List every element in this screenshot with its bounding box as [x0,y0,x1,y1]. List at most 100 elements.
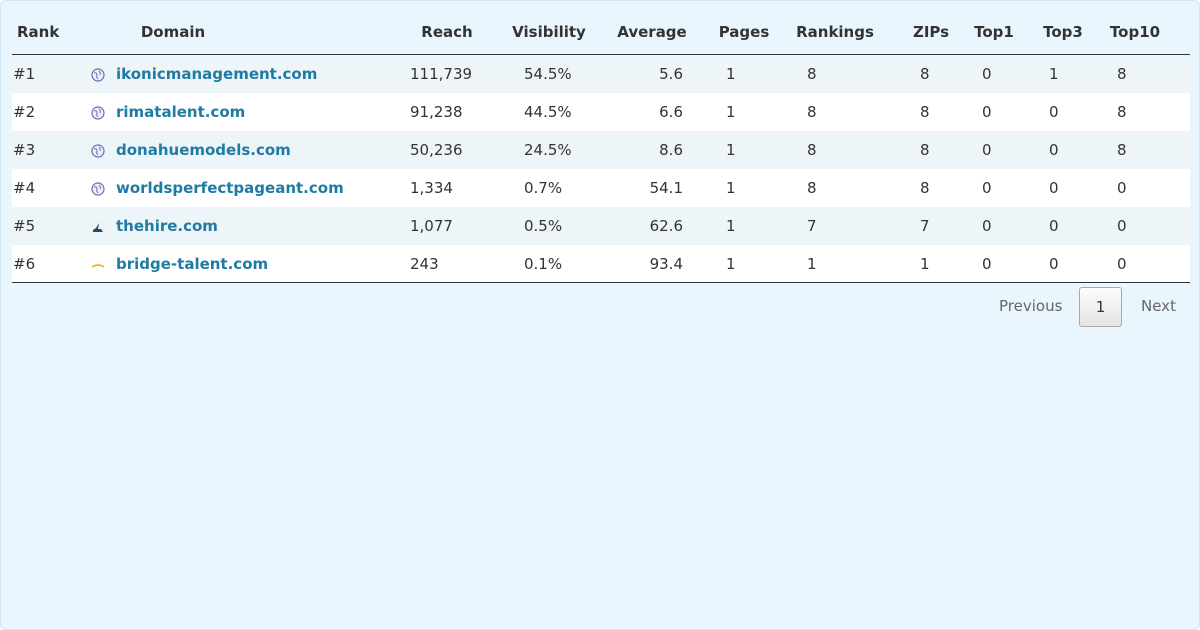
site-icon [91,143,105,162]
table-cell: 24.5% [524,141,572,159]
table-cell: 7 [920,217,930,235]
table-cell: 0 [1049,255,1059,273]
domain-cell: rimatalent.com [116,93,245,131]
table-cell: 8 [1117,141,1127,159]
next-button[interactable]: Next [1141,297,1176,315]
table-row: #2 rimatalent.com 91,238 44.5% 6.6 1 8 8 0 0 8 [12,93,1190,131]
table-row: #4 worldsperfectpageant.com 1,334 0.7% 54.1 1… [12,169,1190,207]
table-cell: 8 [807,65,817,83]
table-cell: 0 [982,179,992,197]
table-cell: 1 [1049,65,1059,83]
table-cell: 1 [726,217,736,235]
table-cell: #4 [13,179,36,197]
column-header: Top10 [1109,23,1161,41]
column-header: Visibility [512,23,586,41]
table-cell: 8 [807,141,817,159]
column-header: Reach [421,23,473,41]
domain-link[interactable]: worldsperfectpageant.com [116,179,344,197]
table-row: #3 donahuemodels.com 50,236 24.5% 8.6 1 8 8 0 0 8 [12,131,1190,169]
site-icon [91,67,105,86]
table-cell: 243 [410,255,439,273]
site-icon [91,181,105,200]
table-row: #5 thehire.com 1,077 0.5% 62.6 1 7 7 0 0 0 [12,207,1190,245]
column-header: Average [617,23,687,41]
table-cell: 91,238 [410,103,463,121]
column-header: Rankings [796,23,874,41]
table-cell: 8 [807,179,817,197]
table-cell: 0 [1117,179,1127,197]
table-cell: 93.4 [649,255,683,273]
table-cell: 44.5% [524,103,572,121]
table-cell: 8.6 [659,141,683,159]
site-icon [91,105,105,124]
table-row: #6 bridge-talent.com 243 0.1% 93.4 1 1 1 0 0 0 [12,245,1190,283]
table-cell: 1,077 [410,217,453,235]
table: Rank Domain Reach Visibility Average Pages Ran… [12,1,1190,283]
table-cell: 1 [726,65,736,83]
domain-cell: thehire.com [116,207,218,245]
table-cell: 54.1 [649,179,683,197]
table-cell: 1 [726,255,736,273]
table-cell: 1 [807,255,817,273]
table-cell: 8 [807,103,817,121]
header-row: Rank Domain Reach Visibility Average Pages Ran… [12,1,1190,55]
table-cell: #1 [13,65,36,83]
table-cell: 7 [807,217,817,235]
table-cell: 0 [1117,217,1127,235]
table-cell: 0 [1049,179,1059,197]
table-cell: 1 [920,255,930,273]
table-cell: 8 [1117,65,1127,83]
table-cell: 0.1% [524,255,563,273]
table-cell: #2 [13,103,36,121]
table-cell: 0.7% [524,179,563,197]
column-header: Top1 [974,23,1014,41]
table-cell: 111,739 [410,65,473,83]
table-cell: 0 [982,65,992,83]
table-cell: 50,236 [410,141,463,159]
domain-cell: ikonicmanagement.com [116,55,317,93]
table-row: #1 ikonicmanagement.com 111,739 54.5% 5.6 1 8 8… [12,55,1190,93]
domain-cell: donahuemodels.com [116,131,291,169]
table-cell: 8 [920,65,930,83]
site-icon [91,257,105,276]
domain-link[interactable]: donahuemodels.com [116,141,291,159]
page-button[interactable]: 1 [1079,287,1122,327]
table-bottom-border [12,282,1190,283]
table-cell: 0 [1117,255,1127,273]
site-icon [91,219,105,238]
table-cell: 8 [920,179,930,197]
domain-link[interactable]: thehire.com [116,217,218,235]
table-cell: 0 [1049,103,1059,121]
column-header: Top3 [1043,23,1083,41]
table-cell: 0 [1049,217,1059,235]
table-cell: #5 [13,217,36,235]
domain-link[interactable]: ikonicmanagement.com [116,65,318,83]
table-cell: 5.6 [659,65,683,83]
table-cell: 0 [982,217,992,235]
table-cell: 0 [982,141,992,159]
domain-cell: worldsperfectpageant.com [116,169,344,207]
table-cell: 1 [726,179,736,197]
table-cell: 0 [982,103,992,121]
table-cell: 8 [920,103,930,121]
column-header: Rank [17,23,60,41]
domain-link[interactable]: rimatalent.com [116,103,246,121]
table-cell: 6.6 [659,103,683,121]
table-cell: 1 [726,103,736,121]
table-cell: 0 [982,255,992,273]
table-cell: 1,334 [410,179,453,197]
table-cell: 8 [920,141,930,159]
previous-button[interactable]: Previous [999,297,1063,315]
domain-link[interactable]: bridge-talent.com [116,255,269,273]
table-cell: #6 [13,255,36,273]
column-header: Pages [718,23,770,41]
table-cell: 54.5% [524,65,572,83]
column-header: Domain [140,23,206,41]
table-cell: 1 [726,141,736,159]
table-cell: 62.6 [649,217,683,235]
table-cell: 8 [1117,103,1127,121]
table-cell: 0 [1049,141,1059,159]
table-cell: #3 [13,141,36,159]
